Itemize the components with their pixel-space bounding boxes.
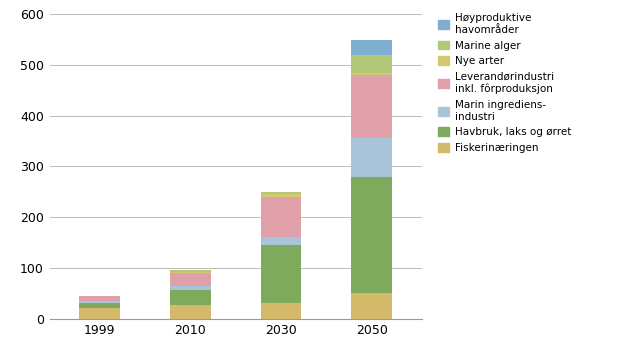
Bar: [260, 194, 301, 197]
Bar: [170, 270, 211, 272]
Bar: [352, 177, 392, 293]
Bar: [79, 303, 120, 308]
Bar: [352, 138, 392, 177]
Bar: [79, 301, 120, 303]
Bar: [260, 238, 301, 245]
Bar: [170, 290, 211, 305]
Bar: [352, 40, 392, 55]
Bar: [170, 305, 211, 319]
Bar: [260, 192, 301, 194]
Bar: [352, 73, 392, 75]
Bar: [260, 197, 301, 238]
Bar: [170, 273, 211, 286]
Bar: [352, 75, 392, 138]
Bar: [79, 296, 120, 301]
Bar: [260, 245, 301, 303]
Bar: [79, 308, 120, 319]
Bar: [352, 293, 392, 319]
Bar: [170, 286, 211, 290]
Bar: [170, 272, 211, 273]
Bar: [352, 55, 392, 73]
Legend: Høyproduktive
havområder, Marine alger, Nye arter, Leverandørindustri
inkl. fôrp: Høyproduktive havområder, Marine alger, …: [438, 13, 571, 153]
Bar: [260, 303, 301, 319]
